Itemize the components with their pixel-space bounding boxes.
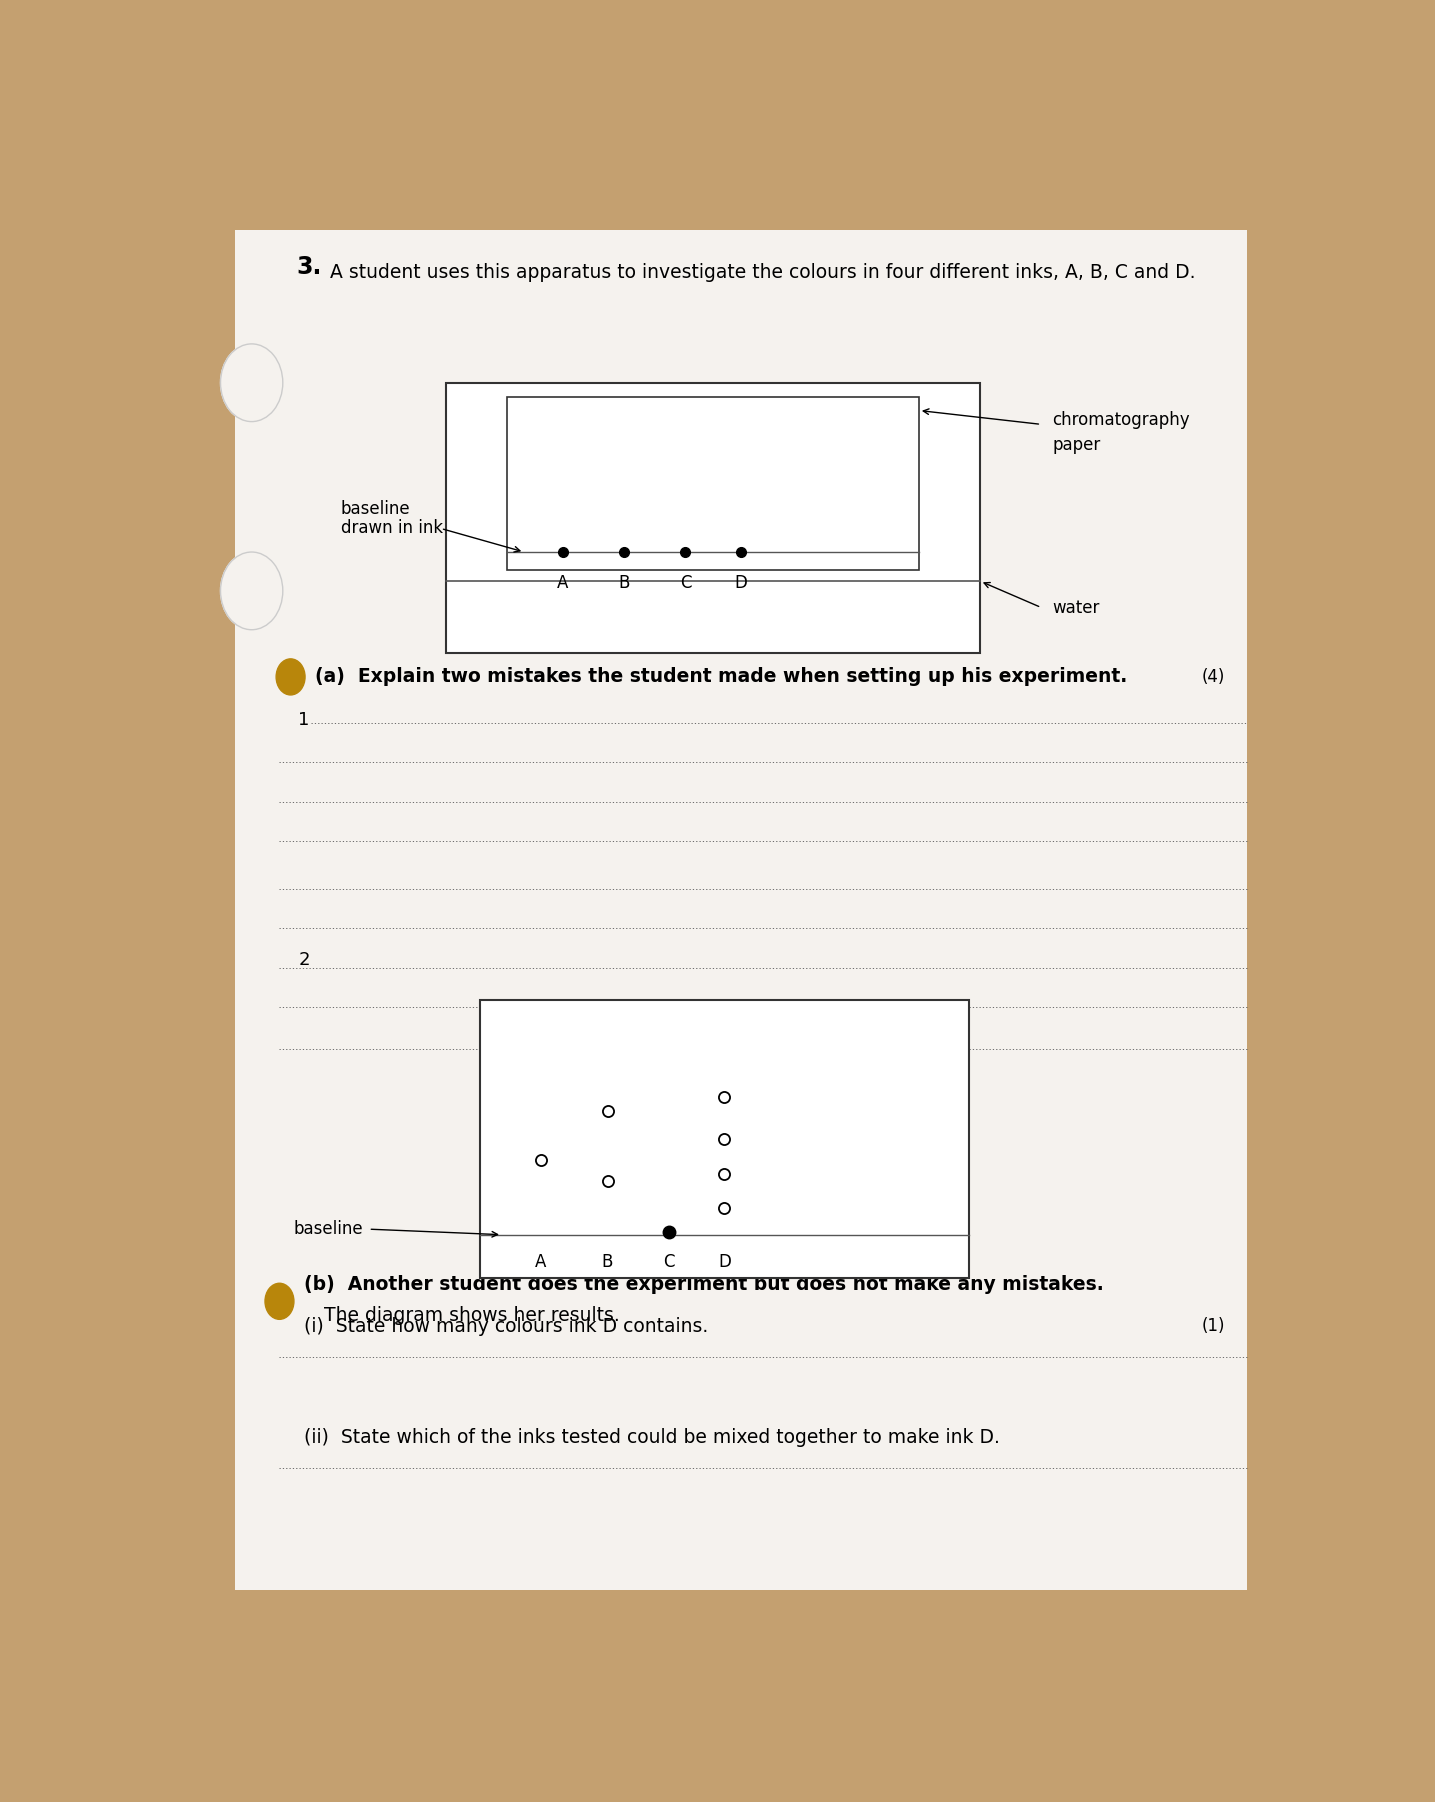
Text: C: C (663, 1252, 674, 1270)
Text: (b)  Another student does the experiment but does not make any mistakes.: (b) Another student does the experiment … (304, 1276, 1104, 1294)
Text: baseline: baseline (293, 1220, 363, 1238)
Bar (446, 382, 980, 654)
Circle shape (265, 1283, 294, 1319)
Text: (ii)  State which of the inks tested could be mixed together to make ink D.: (ii) State which of the inks tested coul… (304, 1427, 1000, 1447)
Text: drawn in ink: drawn in ink (340, 519, 443, 537)
Bar (508, 396, 918, 569)
Text: A student uses this apparatus to investigate the colours in four different inks,: A student uses this apparatus to investi… (330, 263, 1195, 283)
Text: The diagram shows her results.: The diagram shows her results. (324, 1306, 620, 1324)
Text: (1): (1) (1201, 1317, 1225, 1335)
Bar (479, 1000, 969, 1278)
Text: B: B (618, 575, 630, 593)
Text: 1: 1 (298, 712, 310, 730)
Text: (a)  Explain two mistakes the student made when setting up his experiment.: (a) Explain two mistakes the student mad… (316, 667, 1128, 687)
Text: baseline: baseline (340, 499, 410, 517)
Text: 3.: 3. (296, 256, 321, 279)
Text: 2: 2 (298, 951, 310, 969)
Text: B: B (601, 1252, 613, 1270)
Circle shape (221, 344, 283, 422)
Text: paper: paper (1052, 436, 1101, 454)
Circle shape (276, 660, 306, 696)
Text: (i)  State how many colours ink D contains.: (i) State how many colours ink D contain… (304, 1317, 709, 1335)
Text: A: A (535, 1252, 547, 1270)
Text: C: C (680, 575, 692, 593)
Text: water: water (1052, 598, 1099, 616)
Text: chromatography: chromatography (1052, 411, 1190, 429)
Text: D: D (735, 575, 748, 593)
Text: A: A (557, 575, 568, 593)
Text: D: D (718, 1252, 730, 1270)
Circle shape (221, 551, 283, 629)
Text: (4): (4) (1201, 669, 1225, 687)
